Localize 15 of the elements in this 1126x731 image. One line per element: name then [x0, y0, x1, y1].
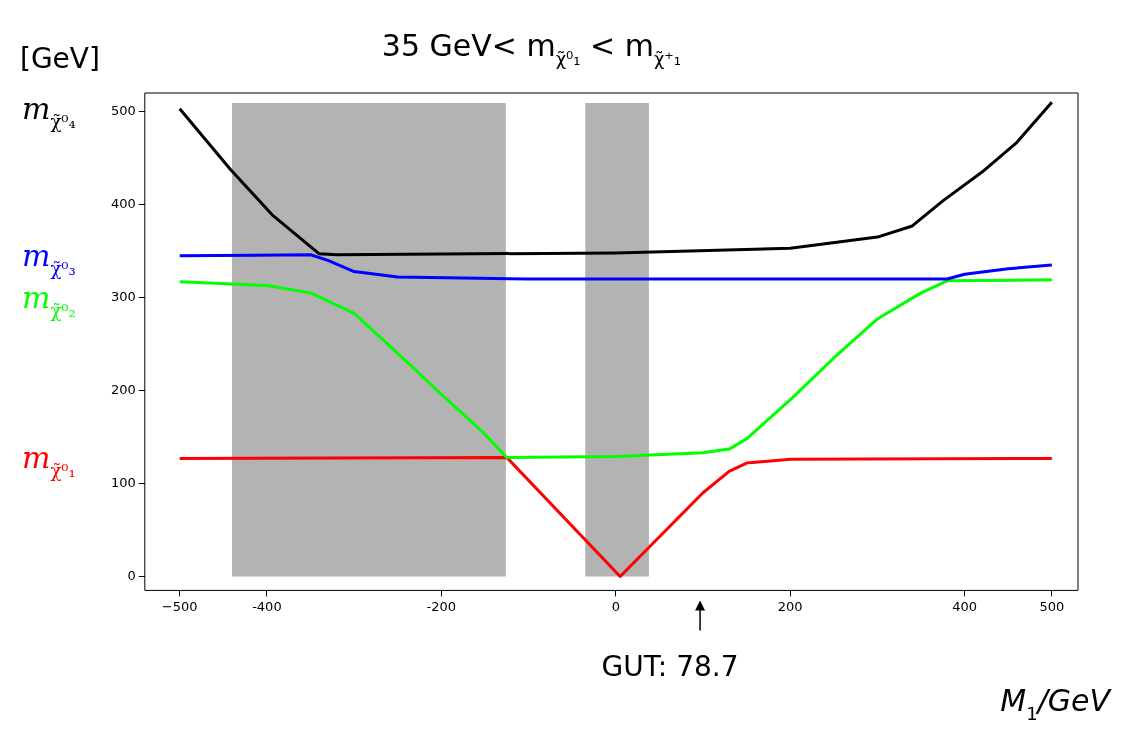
x-tick-label: -400 [252, 598, 282, 614]
x-tick-label: -200 [426, 598, 457, 614]
x-tick-label: 200 [777, 598, 803, 614]
y-tick-label: 100 [110, 474, 136, 490]
x-tick-label: 500 [1039, 598, 1065, 614]
y-tick-label: 0 [127, 567, 136, 583]
y-tick-label: 200 [110, 381, 136, 397]
text: GUT: 78.7 [601, 650, 739, 684]
x-tick-label: 400 [952, 598, 978, 614]
y-tick-label: 300 [110, 288, 136, 304]
x-tick-label: 0 [611, 598, 620, 614]
x-tick-label: −500 [161, 598, 198, 614]
y-tick-label: 500 [110, 102, 136, 118]
y-axis-title: [GeV] [20, 42, 100, 75]
y-tick-label: 400 [110, 195, 136, 211]
